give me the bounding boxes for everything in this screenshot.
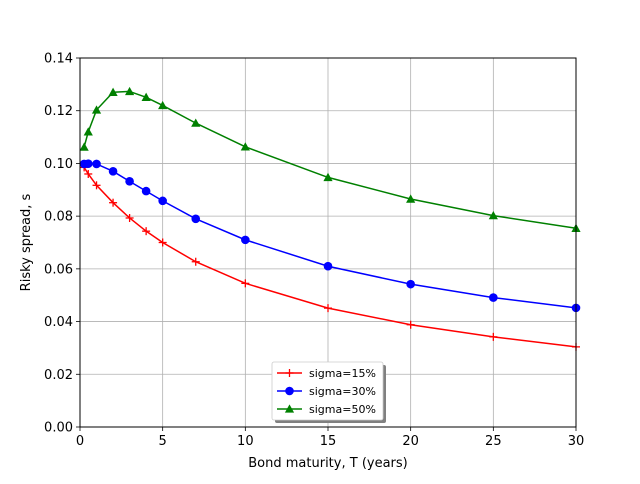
data-point xyxy=(324,304,332,313)
legend-label: sigma=50% xyxy=(309,403,376,416)
x-tick-label: 10 xyxy=(237,434,254,449)
data-point xyxy=(125,86,135,96)
data-point xyxy=(489,293,498,302)
data-point xyxy=(84,169,93,178)
x-tick-label: 0 xyxy=(76,434,84,449)
x-tick-label: 20 xyxy=(402,434,419,449)
legend-marker xyxy=(285,386,294,396)
y-axis-label: Risky spread, s xyxy=(19,193,34,291)
series-layer xyxy=(79,86,581,351)
data-point xyxy=(92,159,101,169)
data-point xyxy=(191,118,201,127)
y-tick-label: 0.14 xyxy=(44,52,73,67)
legend-entry: sigma=30% xyxy=(277,385,376,398)
series-2 xyxy=(79,86,581,232)
x-axis-label: Bond maturity, T (years) xyxy=(248,456,407,471)
data-point xyxy=(142,227,151,236)
series-1 xyxy=(79,159,581,313)
data-point xyxy=(109,198,118,207)
data-point xyxy=(489,332,498,341)
data-point xyxy=(83,127,93,136)
y-tick-label: 0.06 xyxy=(44,262,73,277)
data-point xyxy=(406,320,415,329)
legend-marker xyxy=(284,404,295,413)
data-point xyxy=(158,238,167,247)
x-tick-label: 25 xyxy=(485,434,502,449)
y-tick-label: 0.12 xyxy=(44,104,73,119)
data-point xyxy=(488,211,498,220)
legend-box xyxy=(271,361,384,421)
data-point xyxy=(79,142,89,151)
data-point xyxy=(158,196,167,206)
data-point xyxy=(91,105,102,114)
legend: sigma=15% sigma=30% sigma=50% xyxy=(271,361,386,423)
legend-marker xyxy=(285,369,294,377)
data-point xyxy=(240,142,250,151)
data-point xyxy=(406,279,415,289)
y-tick-label: 0.00 xyxy=(44,421,73,436)
data-point xyxy=(125,177,134,186)
data-point xyxy=(108,87,118,96)
legend-entry: sigma=15% xyxy=(277,367,376,380)
legend-label: sigma=15% xyxy=(309,367,376,380)
legend-label: sigma=30% xyxy=(309,385,376,398)
data-point xyxy=(241,235,250,245)
data-point xyxy=(191,214,201,224)
x-tick-label: 15 xyxy=(320,434,337,449)
y-tick-label: 0.04 xyxy=(44,315,73,330)
data-point xyxy=(406,194,416,203)
data-point xyxy=(323,261,333,271)
data-point xyxy=(158,100,168,110)
data-point xyxy=(108,167,118,176)
data-point xyxy=(323,172,333,182)
data-point xyxy=(125,213,134,222)
axis-ticks: 0 5 10 15 20 25 30 0.00 0.02 0.04 0.06 0.08 0.10 0.12… xyxy=(44,52,584,450)
y-tick-label: 0.02 xyxy=(44,368,73,383)
data-point xyxy=(83,159,93,168)
data-point xyxy=(191,257,200,266)
data-point xyxy=(141,92,151,101)
y-tick-label: 0.10 xyxy=(44,157,73,172)
data-point xyxy=(141,186,151,196)
x-tick-label: 5 xyxy=(159,434,167,449)
data-point xyxy=(92,181,101,190)
x-tick-label: 30 xyxy=(568,434,585,449)
data-point xyxy=(241,279,250,288)
y-tick-label: 0.08 xyxy=(44,210,73,225)
legend-entry: sigma=50% xyxy=(277,403,376,416)
